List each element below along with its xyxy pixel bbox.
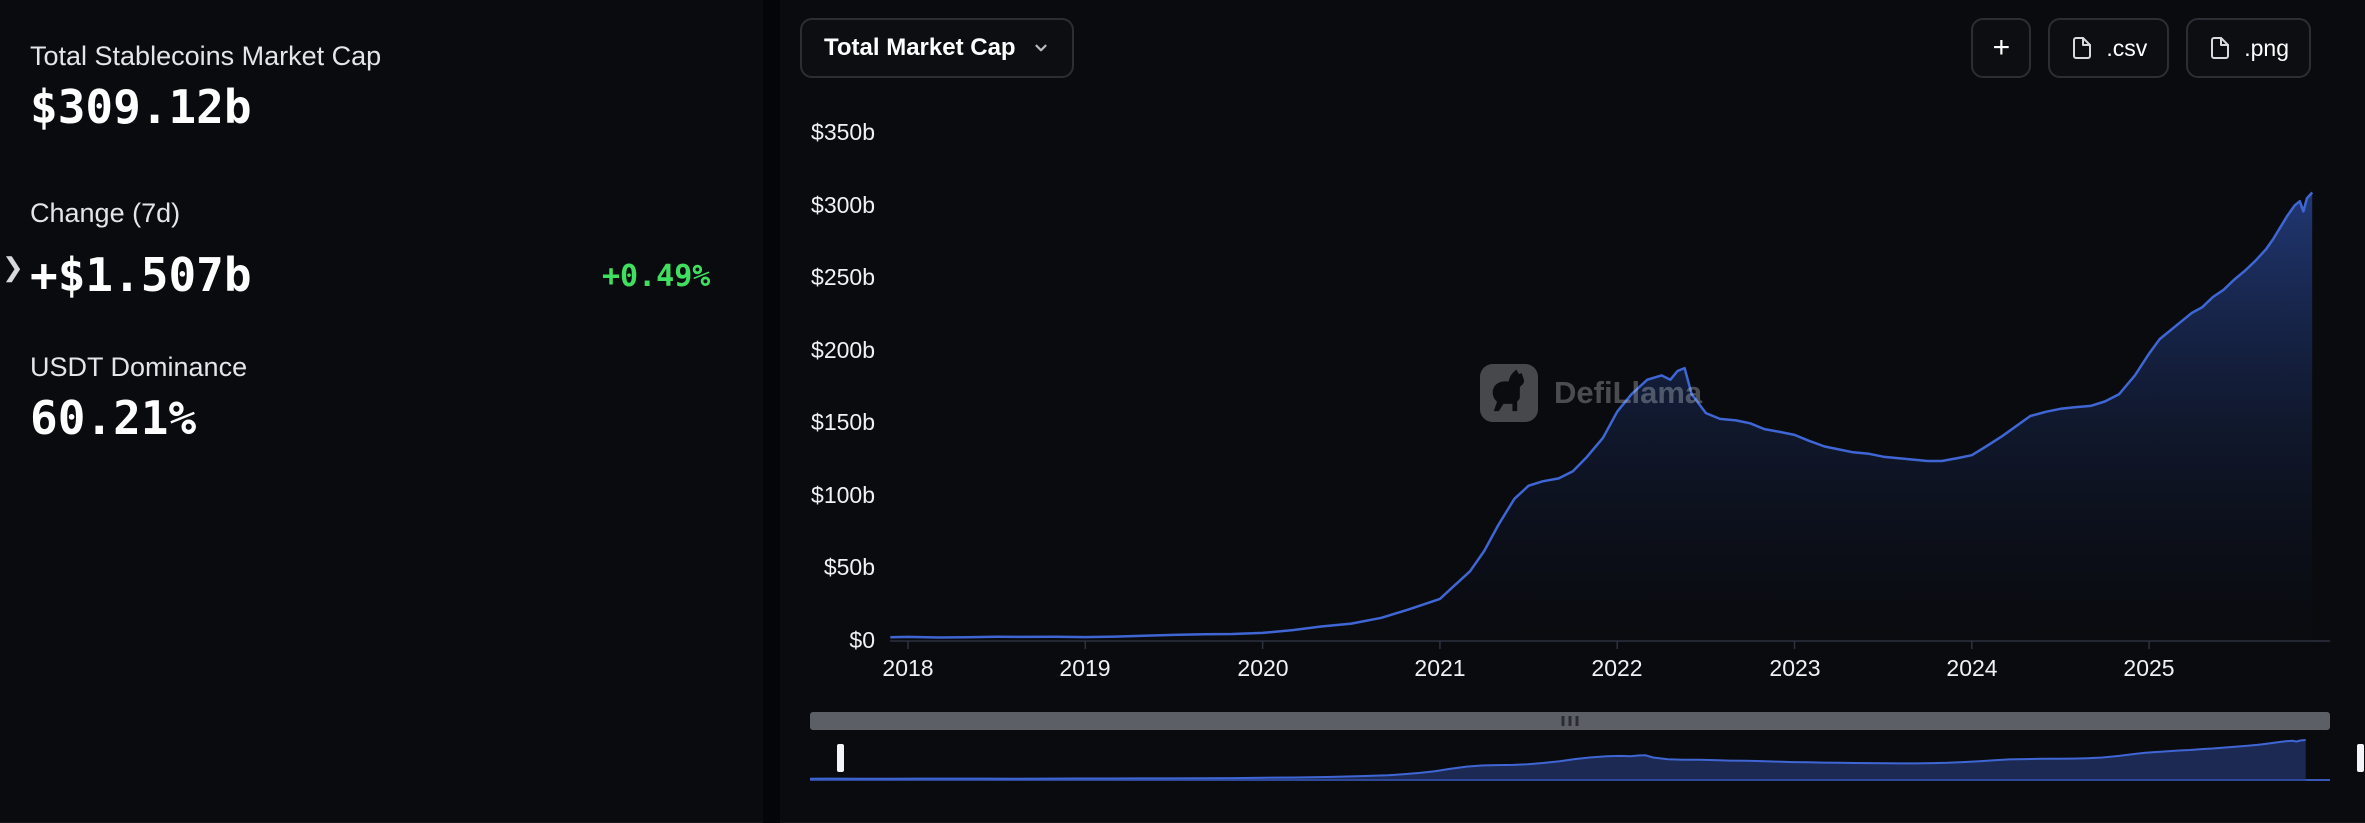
x-axis-label: 2025 bbox=[2123, 655, 2175, 681]
x-axis-label: 2024 bbox=[1946, 655, 1998, 681]
chart-zoom-scrollbar[interactable] bbox=[810, 712, 2330, 730]
plus-icon: + bbox=[1992, 31, 2011, 64]
file-icon bbox=[2211, 37, 2230, 59]
market-cap-label: Total Stablecoins Market Cap bbox=[30, 41, 382, 71]
x-axis-label: 2019 bbox=[1059, 655, 1111, 681]
chart-range-navigator[interactable] bbox=[810, 734, 2365, 781]
download-csv-button[interactable]: .csv bbox=[2048, 18, 2170, 78]
export-toolbar: + .csv .png bbox=[1971, 18, 2311, 78]
csv-button-label: .csv bbox=[2106, 34, 2148, 61]
chevron-down-icon bbox=[1034, 44, 1047, 52]
y-axis-label: $250b bbox=[811, 264, 875, 290]
metric-dropdown[interactable]: Total Market Cap bbox=[800, 18, 1074, 78]
y-axis-label: $200b bbox=[811, 337, 875, 363]
png-button-label: .png bbox=[2244, 34, 2289, 61]
market-cap-value: $309.12b bbox=[30, 80, 252, 134]
scrollbar-grip-icon[interactable] bbox=[1561, 716, 1579, 726]
metric-dropdown-label: Total Market Cap bbox=[824, 34, 1016, 61]
file-icon bbox=[2073, 37, 2092, 59]
change-percent: +0.49% bbox=[602, 259, 711, 294]
usdt-dominance-label: USDT Dominance bbox=[30, 352, 248, 382]
change-value: +$1.507b bbox=[30, 248, 252, 302]
add-chart-button[interactable]: + bbox=[1971, 18, 2032, 78]
x-axis-label: 2018 bbox=[882, 655, 934, 681]
y-axis-label: $0 bbox=[849, 627, 875, 653]
y-axis-label: $100b bbox=[811, 482, 875, 508]
x-axis-label: 2020 bbox=[1237, 655, 1289, 681]
y-axis-label: $350b bbox=[811, 119, 875, 145]
market-cap-area-chart[interactable] bbox=[890, 95, 2330, 655]
stats-panel: Total Stablecoins Market Cap $309.12b Ch… bbox=[0, 0, 763, 823]
usdt-dominance-value: 60.21% bbox=[30, 391, 197, 445]
change-label: Change (7d) bbox=[30, 198, 181, 228]
download-png-button[interactable]: .png bbox=[2186, 18, 2311, 78]
y-axis-label: $150b bbox=[811, 409, 875, 435]
y-axis-label: $50b bbox=[823, 554, 875, 580]
navigator-right-handle[interactable] bbox=[2355, 742, 2365, 774]
chart-panel: Total Market Cap + .csv .png $0 $50 bbox=[780, 0, 2365, 823]
y-axis-label: $300b bbox=[811, 192, 875, 218]
collapse-panel-chevron-icon[interactable]: ❯ bbox=[2, 252, 24, 282]
x-axis-label: 2021 bbox=[1414, 655, 1466, 681]
navigator-mini-chart bbox=[810, 739, 2306, 781]
navigator-left-handle[interactable] bbox=[835, 742, 846, 774]
x-axis-label: 2022 bbox=[1591, 655, 1643, 681]
x-axis-label: 2023 bbox=[1769, 655, 1821, 681]
